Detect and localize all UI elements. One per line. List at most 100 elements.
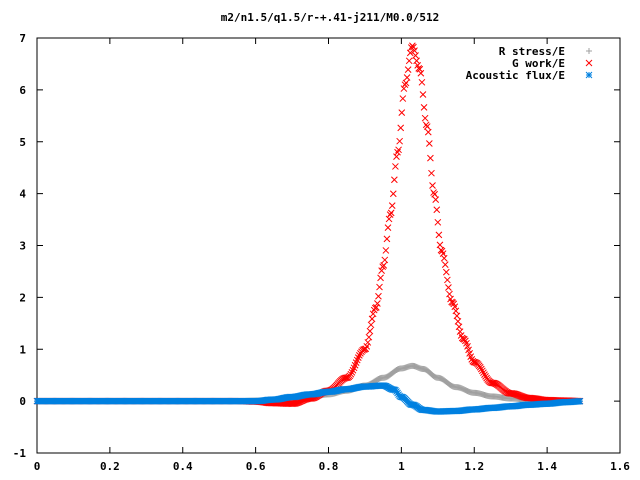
legend-marker (586, 48, 592, 54)
data-point (380, 262, 388, 269)
data-point (453, 312, 461, 320)
data-point (427, 154, 434, 162)
chart-title: m2/n1.5/q1.5/r-+.41-j211/M0.0/512 (221, 11, 440, 24)
data-point (398, 109, 406, 116)
data-point (396, 137, 404, 145)
y-tick-label: 1 (19, 343, 26, 356)
data-point (368, 315, 376, 323)
data-point (444, 276, 451, 284)
x-tick-label: 1.2 (464, 460, 484, 473)
axes: 0 0.2 0.4 0.6 0.8 1 1.2 1.4 1.6 -1 0 1 2 3 4 5 6 7 (13, 32, 631, 473)
data-point (404, 66, 412, 73)
data-point (419, 91, 427, 98)
data-point (434, 218, 442, 226)
data-point (421, 114, 429, 122)
data-point (343, 374, 350, 382)
x-tick-label: 1 (398, 460, 405, 473)
data-point (377, 274, 384, 282)
data-point (374, 300, 381, 307)
legend-label: G work/E (512, 57, 565, 70)
data-point (384, 224, 392, 231)
data-point (451, 303, 459, 311)
x-tick-label: 1.4 (537, 460, 557, 473)
data-point (424, 128, 432, 136)
x-tick-label: 0 (34, 460, 41, 473)
data-point (382, 247, 390, 254)
data-point (442, 268, 450, 276)
data-point (376, 283, 383, 291)
data-point (428, 169, 435, 177)
data-point (378, 267, 385, 274)
data-point (347, 370, 355, 378)
data-point (386, 211, 394, 218)
data-point (365, 333, 373, 341)
data-point (446, 290, 453, 298)
data-point (435, 231, 443, 239)
data-point (445, 284, 452, 291)
data-point (387, 209, 395, 217)
data-point (394, 148, 401, 156)
data-point (441, 261, 449, 268)
data-point (401, 81, 409, 89)
data-point (479, 367, 486, 375)
data-point (432, 196, 440, 204)
data-point (383, 235, 391, 243)
data-point (363, 343, 371, 350)
y-tick-label: -1 (13, 447, 27, 460)
y-tick-label: 4 (19, 188, 26, 201)
data-point (477, 365, 485, 373)
data-point (397, 124, 405, 132)
series-2 (33, 382, 584, 415)
data-point (405, 57, 413, 65)
data-point (390, 176, 398, 184)
series-layer (33, 42, 584, 415)
data-point (364, 339, 372, 346)
data-point (400, 85, 408, 92)
data-point (423, 123, 431, 130)
data-point (412, 52, 419, 59)
data-point (393, 153, 400, 160)
data-point (456, 328, 464, 335)
x-tick-label: 1.6 (610, 460, 630, 473)
legend-marker (585, 59, 593, 67)
data-point (425, 140, 433, 147)
data-point (369, 310, 377, 318)
data-point (348, 369, 356, 376)
data-point (417, 69, 425, 77)
data-point (372, 303, 380, 311)
data-point (431, 190, 438, 198)
data-point (406, 49, 414, 57)
data-point (576, 397, 584, 405)
data-point (385, 215, 393, 223)
data-point (375, 292, 382, 300)
data-point (402, 79, 410, 87)
data-point (433, 206, 441, 214)
y-tick-label: 0 (19, 395, 26, 408)
data-point (403, 74, 411, 81)
data-point (440, 254, 448, 262)
legend-label: Acoustic flux/E (466, 69, 565, 82)
x-tick-label: 0.8 (319, 460, 339, 473)
data-point (429, 182, 436, 189)
legend-label: R stress/E (499, 45, 565, 58)
data-point (395, 146, 402, 154)
data-point (366, 327, 374, 335)
data-point (420, 103, 428, 111)
x-tick-label: 0.4 (173, 460, 193, 473)
data-point (367, 321, 375, 329)
data-point (416, 65, 424, 73)
series-1 (33, 42, 584, 408)
x-tick-label: 0.6 (246, 460, 266, 473)
data-point (389, 190, 397, 198)
data-point (392, 163, 399, 170)
data-point (436, 241, 444, 249)
y-tick-label: 3 (19, 240, 26, 253)
data-point (399, 95, 407, 102)
data-point (418, 78, 426, 86)
data-point (452, 307, 460, 315)
data-point (481, 371, 488, 378)
data-point (388, 202, 396, 209)
data-point (454, 317, 462, 325)
